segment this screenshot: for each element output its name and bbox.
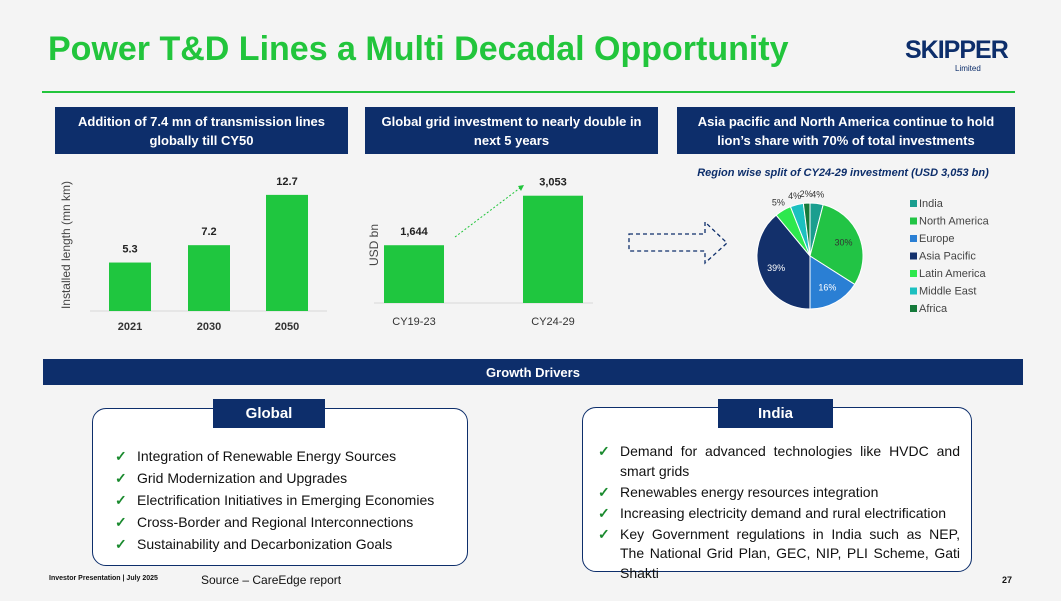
category-label: 2021 xyxy=(118,321,142,333)
driver-item: Integration of Renewable Energy Sources xyxy=(115,445,457,467)
india-list: Demand for advanced technologies like HV… xyxy=(598,442,960,585)
bar xyxy=(266,194,308,311)
legend-label: India xyxy=(919,198,944,210)
dashed-arrow xyxy=(628,220,728,265)
legend-label: Middle East xyxy=(919,286,976,298)
driver-item: Grid Modernization and Upgrades xyxy=(115,467,457,489)
legend-swatch xyxy=(910,305,917,312)
panel-heading: Global grid investment to nearly double … xyxy=(365,107,658,154)
driver-item: Electrification Initiatives in Emerging … xyxy=(115,489,457,511)
section-tag: Global xyxy=(213,399,325,428)
source: Source – CareEdge report xyxy=(201,573,342,587)
growth-arrow xyxy=(454,187,521,238)
pie-title: Region wise split of CY24-29 investment … xyxy=(697,167,989,179)
driver-item: Increasing electricity demand and rural … xyxy=(598,504,960,524)
logo-sub: Limited xyxy=(955,64,981,73)
legend-label: Latin America xyxy=(919,268,987,280)
growth-arrow-head xyxy=(518,185,524,191)
slice-label: 16% xyxy=(818,283,836,293)
logo: SKIPPER xyxy=(905,36,1009,64)
slice-label: 30% xyxy=(835,238,853,248)
footer-left: Investor Presentation | July 2025 xyxy=(49,575,158,582)
bar xyxy=(188,245,230,311)
value-label: 3,053 xyxy=(539,177,567,189)
bar xyxy=(109,262,151,311)
legend-swatch xyxy=(910,200,917,207)
y-axis-label: USD bn xyxy=(367,224,381,266)
pie-slice xyxy=(809,255,856,310)
category-label: 2050 xyxy=(275,321,299,333)
legend-label: North America xyxy=(919,216,990,228)
drivers-banner: Growth Drivers xyxy=(43,359,1023,385)
category-label: CY24-29 xyxy=(531,316,574,328)
panel-heading: Asia pacific and North America continue … xyxy=(677,107,1015,154)
slice-label: 4% xyxy=(788,191,801,201)
legend-swatch xyxy=(910,217,917,225)
rule xyxy=(42,91,1015,93)
legend-swatch xyxy=(910,252,917,260)
bar xyxy=(384,245,444,303)
legend-swatch xyxy=(910,270,917,277)
section-tag: India xyxy=(718,399,833,428)
driver-item: Cross-Border and Regional Interconnectio… xyxy=(115,511,457,533)
slice-label: 5% xyxy=(772,198,785,208)
legend-label: Asia Pacific xyxy=(919,251,976,263)
pie-slice xyxy=(802,202,811,257)
slice-label: 4% xyxy=(811,189,824,199)
pie-slice xyxy=(809,204,864,286)
y-axis-label: Installed length (mn km) xyxy=(59,181,73,309)
page-number: 27 xyxy=(1002,575,1013,585)
slice-label: 39% xyxy=(767,263,785,273)
global-list: Integration of Renewable Energy SourcesG… xyxy=(115,445,457,555)
legend-label: Africa xyxy=(919,303,948,315)
title: Power T&D Lines a Multi Decadal Opportun… xyxy=(48,30,789,68)
legend-swatch xyxy=(910,235,917,242)
slice-label: 2% xyxy=(800,189,813,199)
pie-slice xyxy=(756,214,811,310)
category-label: CY19-23 xyxy=(392,316,435,328)
value-label: 5.3 xyxy=(122,244,137,256)
legend-label: Europe xyxy=(919,233,954,245)
value-label: 12.7 xyxy=(276,176,297,188)
value-label: 7.2 xyxy=(201,226,216,238)
charts: Installed length (mn km) 5.3 2021 7.2 2030 12… xyxy=(59,167,990,333)
driver-item: Renewables energy resources integration xyxy=(598,483,960,503)
bar xyxy=(523,195,583,303)
category-label: 2030 xyxy=(197,321,221,333)
driver-item: Sustainability and Decarbonization Goals xyxy=(115,533,457,555)
driver-item: Key Government regulations in India such… xyxy=(598,525,960,584)
legend-swatch xyxy=(910,287,917,295)
driver-item: Demand for advanced technologies like HV… xyxy=(598,442,960,481)
value-label: 1,644 xyxy=(400,226,428,238)
panel-heading: Addition of 7.4 mn of transmission lines… xyxy=(55,107,348,154)
